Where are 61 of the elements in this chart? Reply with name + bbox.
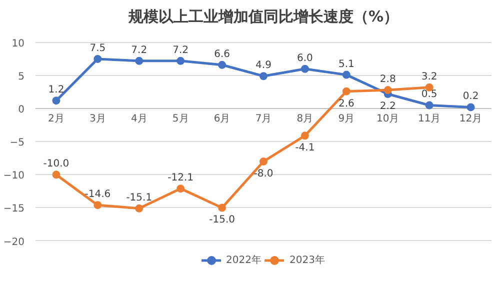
data-label: 7.5 — [90, 42, 106, 54]
data-label: 5.1 — [338, 58, 354, 70]
point — [52, 170, 60, 179]
data-label: 2.6 — [338, 98, 354, 110]
point — [342, 70, 350, 79]
x-tick-label: 9月 — [338, 114, 355, 125]
x-tick-label: 3月 — [90, 114, 106, 125]
data-label: 6.0 — [297, 52, 313, 64]
point — [135, 56, 144, 65]
y-tick-label: −20 — [3, 236, 25, 248]
point — [466, 103, 475, 112]
point — [218, 60, 226, 69]
data-label: 7.2 — [172, 44, 189, 56]
y-tick-label: −5 — [10, 138, 25, 149]
data-label: -8.0 — [254, 168, 274, 180]
point — [300, 64, 309, 73]
chart-title: 规模以上工业增加值同比增长速度（%） — [127, 8, 399, 26]
x-tick-label: 4月 — [130, 114, 148, 125]
x-tick-label: 2月 — [48, 114, 64, 125]
data-label: -10.0 — [43, 158, 70, 170]
point — [260, 72, 268, 80]
point — [342, 87, 350, 96]
data-label: 0.5 — [421, 89, 438, 100]
data-label: 6.6 — [214, 48, 230, 60]
x-tick-label: 10月 — [376, 114, 400, 125]
legend-label: 2022年 — [226, 254, 262, 267]
point — [176, 184, 185, 193]
data-label: 0.2 — [462, 91, 479, 102]
y-tick-label: −10 — [3, 170, 25, 182]
x-tick-label: 11月 — [418, 114, 441, 125]
x-tick-label: 5月 — [172, 114, 189, 125]
y-tick-label: 5 — [18, 71, 25, 82]
data-label: -14.6 — [84, 189, 111, 200]
point — [300, 132, 309, 140]
point — [52, 96, 60, 105]
point — [425, 101, 434, 110]
point — [260, 157, 268, 166]
y-tick-label: −15 — [3, 204, 25, 215]
point — [384, 86, 392, 94]
x-tick-label: 8月 — [296, 114, 314, 125]
data-label: 2.8 — [380, 74, 396, 86]
data-label: 3.2 — [421, 71, 438, 82]
data-label: -15.1 — [126, 192, 152, 204]
x-tick-label: 7月 — [255, 114, 272, 125]
x-tick-label: 6月 — [214, 114, 230, 125]
y-tick-label: 10 — [12, 38, 25, 50]
point — [135, 204, 144, 212]
data-label: 1.2 — [48, 84, 64, 96]
point — [94, 54, 102, 63]
x-tick-label: 12月 — [459, 114, 482, 125]
y-tick-label: 0 — [18, 104, 25, 116]
point — [94, 201, 102, 210]
data-label: -15.0 — [209, 214, 235, 226]
data-label: 4.9 — [256, 60, 272, 72]
data-label: 2.2 — [380, 100, 396, 112]
legend-label: 2023年 — [290, 254, 325, 267]
data-label: -12.1 — [168, 172, 194, 184]
data-label: 7.2 — [131, 44, 148, 56]
data-label: -4.1 — [295, 142, 315, 154]
point — [218, 204, 226, 212]
point — [176, 56, 185, 65]
